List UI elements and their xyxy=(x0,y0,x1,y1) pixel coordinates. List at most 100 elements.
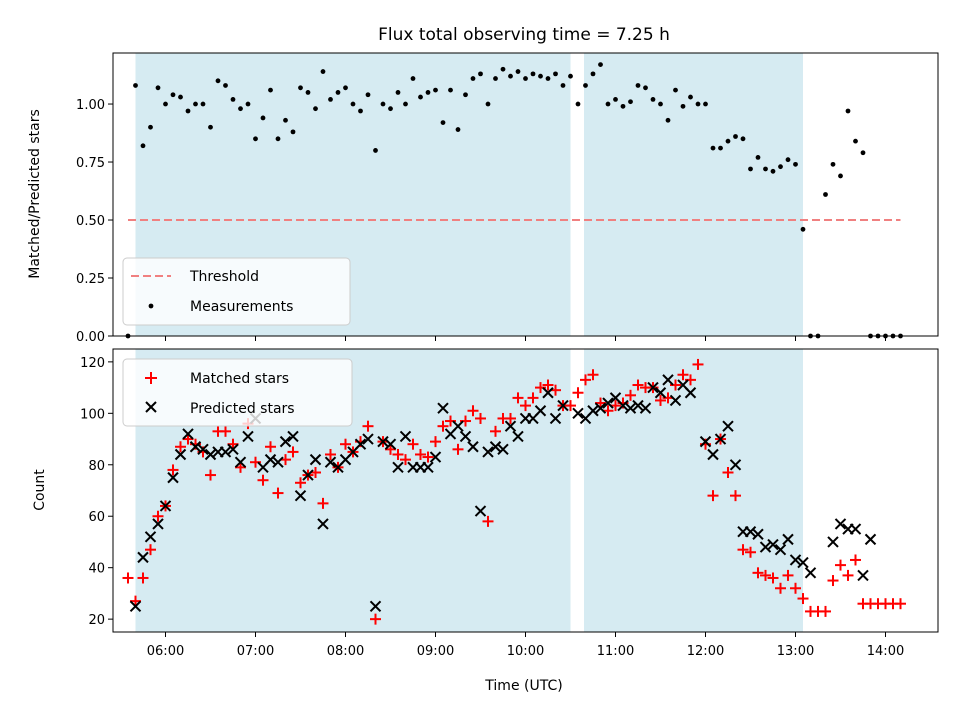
matched-star-point xyxy=(542,379,554,391)
measurement-point xyxy=(260,115,266,121)
matched-star-point xyxy=(827,575,839,587)
predicted-star-point xyxy=(722,420,734,432)
matched-star-point xyxy=(175,441,186,453)
measurement-point xyxy=(223,83,228,88)
measurement-point xyxy=(568,73,573,79)
predicted-star-point xyxy=(302,469,314,481)
matched-star-point xyxy=(595,397,606,409)
measurement-point xyxy=(178,94,183,100)
predicted-star-point xyxy=(152,518,164,530)
predicted-star-point xyxy=(684,387,697,399)
matched-star-point xyxy=(850,554,861,566)
top-y-tick-label: 1.00 xyxy=(76,98,105,113)
matched-star-point xyxy=(227,438,239,450)
bottom-y-tick-label: 100 xyxy=(80,407,105,422)
matched-star-point xyxy=(392,448,404,460)
predicted-star-point xyxy=(557,399,569,412)
measurement-point xyxy=(853,138,858,144)
measurement-point xyxy=(358,108,363,114)
measurement-point xyxy=(800,226,806,232)
predicted-star-point xyxy=(242,430,254,443)
measurement-point xyxy=(133,83,138,88)
predicted-star-point xyxy=(729,459,742,471)
matched-star-point xyxy=(400,454,411,466)
matched-star-point xyxy=(790,582,801,594)
matched-star-point xyxy=(737,544,749,556)
measurement-point xyxy=(305,90,311,95)
measurement-point xyxy=(658,101,663,107)
predicted-star-point xyxy=(459,430,472,443)
measurement-point xyxy=(545,76,551,81)
measurement-point xyxy=(635,83,641,88)
measurement-point xyxy=(380,101,386,107)
measurement-point xyxy=(620,103,626,109)
matched-star-point xyxy=(527,392,539,404)
predicted-star-point xyxy=(437,402,449,414)
matched-star-point xyxy=(122,572,134,584)
measurement-point xyxy=(365,92,371,98)
matched-star-point xyxy=(182,433,194,445)
predicted-star-point xyxy=(452,420,464,432)
predicted-star-point xyxy=(467,441,479,453)
matched-star-point xyxy=(362,420,374,432)
matched-star-point xyxy=(325,448,336,460)
x-tick-label: 11:00 xyxy=(597,644,634,659)
x-tick-label: 13:00 xyxy=(777,644,814,659)
measurement-point xyxy=(185,108,191,114)
measurement-point xyxy=(793,161,798,167)
matched-star-point xyxy=(295,477,306,489)
bottom-shaded-interval xyxy=(584,349,803,632)
measurement-point xyxy=(283,117,288,123)
matched-star-point xyxy=(512,392,524,404)
predicted-star-point xyxy=(707,448,719,461)
predicted-star-point xyxy=(369,600,382,612)
matched-star-point xyxy=(490,425,501,437)
measurement-point xyxy=(838,173,843,179)
measurement-point xyxy=(590,71,596,77)
top-y-axis-title: Matched/Predicted stars xyxy=(27,109,43,279)
measurement-point xyxy=(245,101,251,107)
predicted-star-point xyxy=(362,433,374,445)
matched-star-point xyxy=(257,474,269,486)
measurement-point xyxy=(575,101,581,107)
predicted-star-point xyxy=(654,387,667,399)
measurement-point xyxy=(665,117,671,123)
measurement-point xyxy=(688,94,693,100)
bottom-y-tick-label: 40 xyxy=(88,562,105,577)
matched-star-point xyxy=(317,497,329,509)
predicted-star-point xyxy=(174,448,187,461)
measurement-point xyxy=(478,71,483,77)
matched-star-point xyxy=(452,443,464,455)
predicted-star-point xyxy=(129,600,142,612)
measurement-point xyxy=(680,103,686,109)
predicted-star-point xyxy=(354,438,367,450)
matched-star-point xyxy=(767,572,779,584)
predicted-star-point xyxy=(782,533,794,546)
x-tick-label: 08:00 xyxy=(327,644,364,659)
predicted-star-point xyxy=(512,430,524,443)
predicted-star-point xyxy=(197,443,209,456)
legend-matched-label: Matched stars xyxy=(190,371,289,387)
measurement-point xyxy=(860,150,866,156)
predicted-star-point xyxy=(234,456,247,468)
matched-star-point xyxy=(340,438,351,450)
predicted-star-point xyxy=(797,556,809,569)
top-y-tick-label: 0.25 xyxy=(76,272,105,287)
matched-star-point xyxy=(505,412,516,424)
matched-star-point xyxy=(625,389,636,401)
top-x-axis-ticks xyxy=(165,336,886,341)
predicted-star-point xyxy=(377,435,389,448)
measurement-point xyxy=(230,96,236,102)
bottom-y-tick-label: 80 xyxy=(88,459,105,474)
measurement-point xyxy=(778,164,783,170)
measurement-point xyxy=(433,87,438,93)
predicted-star-point xyxy=(474,505,487,517)
measurement-point xyxy=(605,101,611,107)
predicted-legend-swatch xyxy=(145,401,157,413)
predicted-star-point xyxy=(624,402,637,414)
measurement-point xyxy=(785,157,791,163)
matched-star-point xyxy=(587,369,599,381)
measurement-point xyxy=(163,101,168,107)
x-tick-label: 14:00 xyxy=(867,644,904,659)
matched-star-point xyxy=(565,400,576,412)
